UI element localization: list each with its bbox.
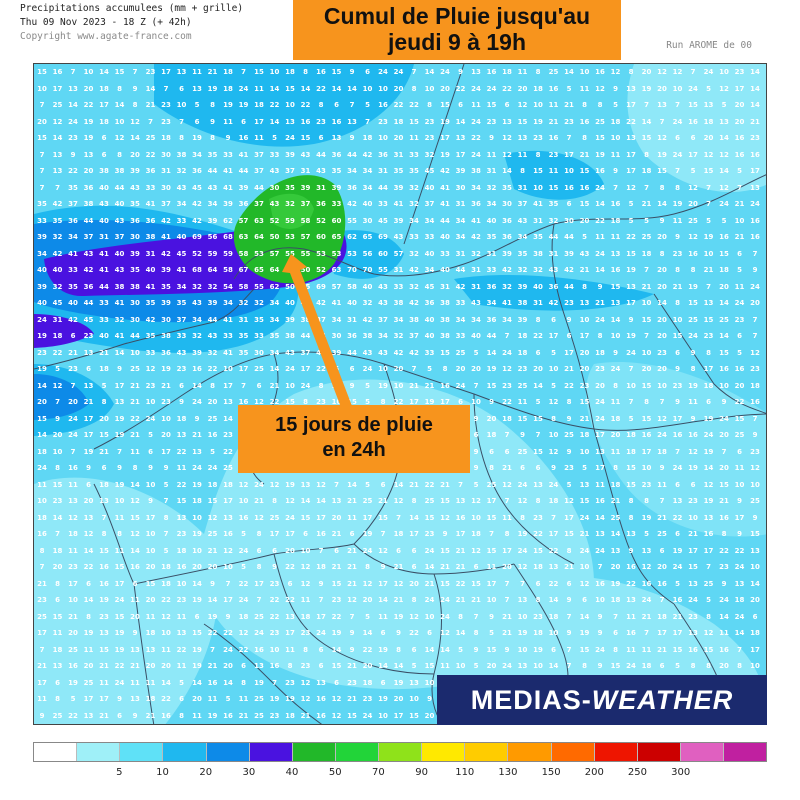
legend-swatch xyxy=(724,743,767,761)
medias-weather-logo: MEDIAS- WEATHER xyxy=(437,675,767,725)
legend-label: 250 xyxy=(627,767,648,778)
legend-label: 90 xyxy=(415,767,428,778)
product-label: Precipitations accumulees (mm + grille) xyxy=(20,3,244,14)
precipitation-map: 15 16 7 10 14 15 7 23 17 13 11 21 18 7 15 10 18 8 16 15 9 6 24… xyxy=(33,63,767,725)
logo-text-italic: WEATHER xyxy=(591,684,734,715)
legend-swatch xyxy=(206,743,250,761)
logo-text-bold: MEDIAS- xyxy=(470,684,592,715)
legend-swatch xyxy=(422,743,466,761)
legend-swatch xyxy=(77,743,121,761)
legend-label: 30 xyxy=(242,767,256,778)
copyright-text: Copyright www.agate-france.com xyxy=(20,31,192,42)
legend-label: 50 xyxy=(328,767,342,778)
legend-label: 70 xyxy=(372,767,385,778)
legend-label: 20 xyxy=(199,767,213,778)
legend-swatch xyxy=(163,743,207,761)
legend-label: 150 xyxy=(541,767,561,778)
run-label: Run AROME de 00 xyxy=(666,40,752,51)
legend-swatch xyxy=(508,743,552,761)
legend-swatch xyxy=(594,743,638,761)
legend-label: 130 xyxy=(498,767,518,778)
legend-label: 10 xyxy=(156,767,169,778)
legend-swatch xyxy=(120,743,164,761)
legend-swatch xyxy=(249,743,293,761)
callout-line-1: 15 jours de pluie xyxy=(275,414,433,436)
run-timestamp: Thu 09 Nov 2023 - 18 Z (+ 42h) xyxy=(20,17,192,28)
model-info: Precipitations accumulees (mm + grille) … xyxy=(20,2,243,44)
callout-line-2: en 24h xyxy=(322,439,386,461)
callout-box: 15 jours de pluie en 24h xyxy=(238,405,470,473)
legend-label: 300 xyxy=(671,767,691,778)
legend-label: 5 xyxy=(116,767,123,778)
title-line-2: jeudi 9 à 19h xyxy=(387,29,527,55)
legend-labels: 5 10 20 30 40 50 70 90 110 130 150 200 250 300 xyxy=(33,767,767,781)
legend-swatch xyxy=(680,743,724,761)
legend-swatch xyxy=(637,743,681,761)
legend-swatch xyxy=(465,743,509,761)
legend-swatch xyxy=(292,743,336,761)
legend-swatch xyxy=(379,743,423,761)
title-line-1: Cumul de Pluie jusqu'au xyxy=(323,3,591,29)
title-banner: Cumul de Pluie jusqu'au jeudi 9 à 19h xyxy=(293,0,621,60)
map-shading xyxy=(34,64,766,724)
color-legend xyxy=(33,742,767,762)
legend-label: 200 xyxy=(584,767,604,778)
legend-swatch xyxy=(34,743,78,761)
legend-swatch xyxy=(551,743,595,761)
legend-label: 110 xyxy=(455,767,475,778)
legend-label: 40 xyxy=(285,767,299,778)
legend-swatch xyxy=(335,743,379,761)
